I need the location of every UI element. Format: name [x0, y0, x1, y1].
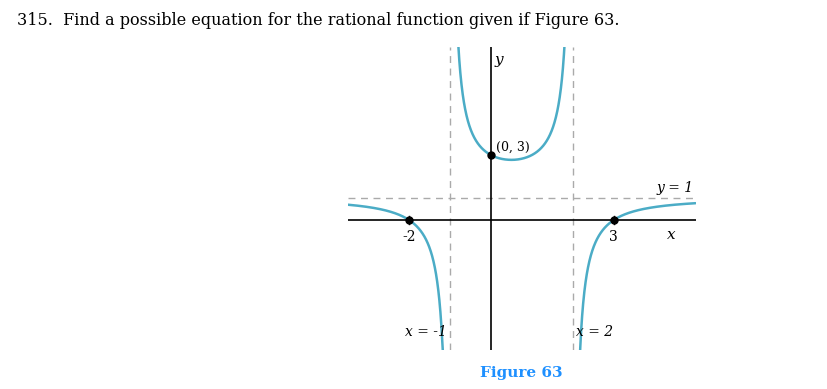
- Text: x: x: [666, 228, 675, 242]
- Text: Figure 63: Figure 63: [480, 366, 562, 380]
- Text: x = -1: x = -1: [404, 325, 447, 339]
- Text: y = 1: y = 1: [656, 181, 693, 195]
- Text: x = 2: x = 2: [576, 325, 613, 339]
- Text: 3: 3: [609, 230, 617, 244]
- Text: 315.  Find a possible equation for the rational function given if Figure 63.: 315. Find a possible equation for the ra…: [17, 12, 619, 29]
- Text: (0, 3): (0, 3): [495, 141, 529, 154]
- Text: -2: -2: [402, 230, 415, 244]
- Text: y: y: [494, 53, 502, 67]
